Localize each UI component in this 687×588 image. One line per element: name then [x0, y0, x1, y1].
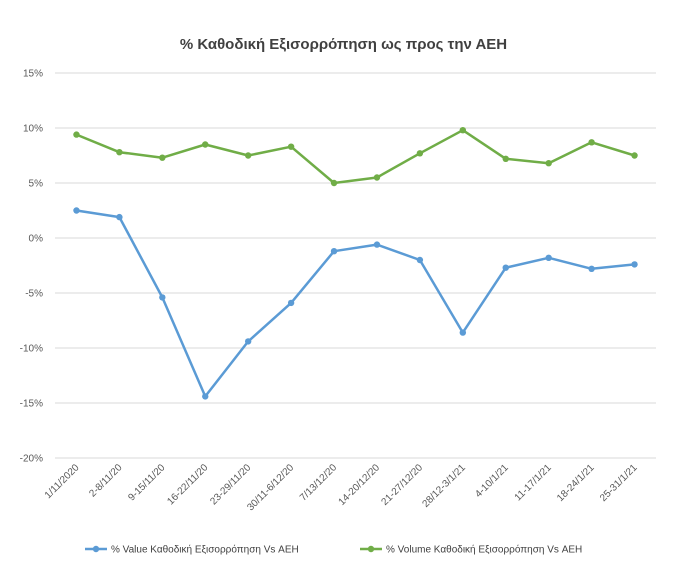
y-axis-ticks: -20% -15% -10% -5% 0% 5% 10% 15%: [20, 69, 43, 465]
x-tick-label: 25-31/1/21: [598, 462, 640, 504]
data-point: [244, 338, 252, 345]
data-point: [116, 213, 123, 221]
data-point: [502, 264, 509, 271]
x-tick-label: 9-15/11/20: [126, 462, 167, 503]
data-point: [244, 152, 252, 159]
x-tick-label: 11-17/1/21: [513, 462, 554, 503]
data-point: [459, 127, 467, 134]
series-line-1: [76, 209, 635, 398]
data-point: [416, 256, 424, 264]
x-tick-label: 28/12-3/1/21: [420, 462, 468, 510]
chart-title: % Καθοδική Εξισορρόπηση ως προς την ΑΕΗ: [179, 36, 508, 53]
x-tick-label: 21-27/12/20: [379, 462, 425, 508]
data-point: [116, 149, 123, 156]
legend-entry-label: % Value Καθοδική Εξισορρόπηση Vs ΑΕΗ: [111, 544, 299, 556]
data-point: [287, 299, 295, 307]
data-point: [202, 393, 209, 400]
data-point: [202, 141, 209, 148]
data-point: [502, 155, 509, 162]
data-point: [545, 254, 552, 261]
x-tick-label: 30/11-6/12/20: [245, 462, 296, 513]
series-line-2: [75, 128, 635, 185]
data-point: [588, 265, 595, 272]
data-point: [330, 248, 338, 255]
x-tick-label: 16-22/11/20: [165, 462, 210, 507]
data-point: [459, 329, 467, 336]
data-point: [73, 207, 80, 214]
data-point: [631, 261, 638, 268]
legend-swatch-marker: [92, 545, 100, 553]
y-tick-label: 0%: [29, 234, 44, 245]
y-tick-label: -20%: [20, 454, 43, 465]
y-tick-label: -5%: [25, 289, 43, 300]
series-lines: [73, 127, 638, 400]
x-tick-label: 18-24/1/21: [555, 462, 597, 504]
y-tick-label: -15%: [20, 399, 43, 410]
x-tick-label: 7/13/12/20: [298, 462, 340, 504]
data-point: [159, 154, 166, 161]
data-point: [416, 150, 424, 157]
y-tick-label: 15%: [23, 69, 43, 80]
data-point: [287, 143, 295, 150]
x-tick-label: 4-10/1/21: [473, 462, 511, 500]
data-point: [631, 152, 638, 159]
data-point: [73, 131, 80, 138]
x-tick-label: 14-20/12/20: [337, 462, 383, 508]
legend-entry-label: % Volume Καθοδική Εξισορρόπηση Vs ΑΕΗ: [386, 544, 582, 556]
x-tick-label: 2-8/11/20: [87, 462, 124, 499]
legend-swatch-marker: [367, 545, 375, 553]
x-axis-ticks: 1/11/2020 2-8/11/20 9-15/11/2016-22/11/202…: [43, 462, 640, 513]
data-point: [545, 160, 552, 167]
data-point: [373, 241, 381, 248]
y-tick-label: 10%: [23, 124, 43, 135]
data-point: [373, 174, 381, 181]
data-point: [588, 139, 595, 146]
y-tick-label: -10%: [20, 344, 43, 355]
x-tick-label: 1/11/2020: [43, 462, 82, 501]
y-tick-label: 5%: [29, 179, 44, 190]
gridlines: [55, 72, 656, 459]
legend: % Value Καθοδική Εξισορρόπηση Vs ΑΕΗ % Vo…: [85, 544, 582, 556]
data-point: [159, 294, 166, 301]
x-tick-label: 23-29/11/20: [208, 462, 253, 507]
data-point: [330, 179, 338, 187]
